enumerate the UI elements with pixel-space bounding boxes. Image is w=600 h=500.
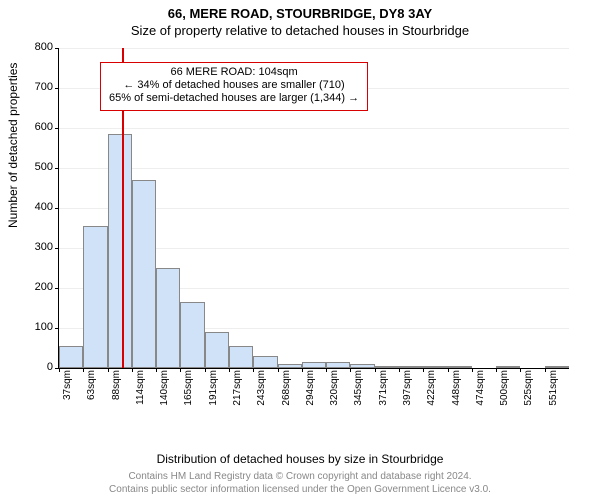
- x-axis-label: Distribution of detached houses by size …: [0, 452, 600, 466]
- histogram-bar: [132, 180, 156, 368]
- annotation-box: 66 MERE ROAD: 104sqm ← 34% of detached h…: [100, 62, 368, 111]
- x-tick-label: 191sqm: [208, 370, 219, 420]
- x-tick-mark: [350, 368, 351, 372]
- footer-line2: Contains public sector information licen…: [0, 484, 600, 497]
- x-tick-label: 500sqm: [499, 370, 510, 420]
- x-tick-label: 217sqm: [232, 370, 243, 420]
- histogram-bar: [545, 366, 569, 368]
- y-tick-label: 0: [13, 361, 53, 373]
- x-tick-label: 88sqm: [111, 370, 122, 420]
- annotation-line3: 65% of semi-detached houses are larger (…: [109, 92, 359, 105]
- y-tick-mark: [55, 288, 59, 289]
- y-tick-label: 300: [13, 241, 53, 253]
- x-tick-mark: [496, 368, 497, 372]
- footer: Contains HM Land Registry data © Crown c…: [0, 471, 600, 496]
- x-tick-label: 140sqm: [159, 370, 170, 420]
- x-tick-label: 448sqm: [451, 370, 462, 420]
- x-tick-label: 345sqm: [353, 370, 364, 420]
- histogram-bar: [108, 134, 132, 368]
- x-tick-mark: [180, 368, 181, 372]
- histogram-bar: [205, 332, 229, 368]
- titles: 66, MERE ROAD, STOURBRIDGE, DY8 3AY Size…: [0, 0, 600, 38]
- y-tick-mark: [55, 168, 59, 169]
- histogram-bar: [448, 366, 472, 368]
- address-title: 66, MERE ROAD, STOURBRIDGE, DY8 3AY: [0, 6, 600, 21]
- y-tick-mark: [55, 48, 59, 49]
- histogram-bar: [302, 362, 326, 368]
- histogram-bar: [375, 366, 399, 368]
- x-tick-mark: [375, 368, 376, 372]
- x-tick-mark: [229, 368, 230, 372]
- x-tick-label: 114sqm: [135, 370, 146, 420]
- x-tick-label: 551sqm: [548, 370, 559, 420]
- annotation-line2: ← 34% of detached houses are smaller (71…: [109, 79, 359, 92]
- x-tick-mark: [108, 368, 109, 372]
- y-tick-mark: [55, 248, 59, 249]
- x-tick-mark: [83, 368, 84, 372]
- y-tick-label: 400: [13, 201, 53, 213]
- y-tick-mark: [55, 128, 59, 129]
- histogram-bar: [253, 356, 277, 368]
- annotation-line1: 66 MERE ROAD: 104sqm: [109, 66, 359, 79]
- x-tick-mark: [59, 368, 60, 372]
- y-tick-mark: [55, 328, 59, 329]
- x-tick-mark: [253, 368, 254, 372]
- histogram-bar: [399, 366, 423, 368]
- y-tick-label: 600: [13, 121, 53, 133]
- y-tick-mark: [55, 88, 59, 89]
- gridline: [59, 168, 569, 169]
- histogram-bar: [423, 366, 447, 368]
- x-tick-mark: [399, 368, 400, 372]
- y-tick-mark: [55, 208, 59, 209]
- x-tick-label: 165sqm: [183, 370, 194, 420]
- histogram-bar: [59, 346, 83, 368]
- gridline: [59, 128, 569, 129]
- x-tick-mark: [448, 368, 449, 372]
- x-tick-label: 397sqm: [402, 370, 413, 420]
- x-tick-mark: [278, 368, 279, 372]
- x-tick-label: 371sqm: [378, 370, 389, 420]
- x-tick-mark: [326, 368, 327, 372]
- y-tick-label: 100: [13, 321, 53, 333]
- histogram-bar: [229, 346, 253, 368]
- x-tick-label: 37sqm: [62, 370, 73, 420]
- x-tick-mark: [205, 368, 206, 372]
- y-tick-label: 800: [13, 41, 53, 53]
- x-tick-mark: [423, 368, 424, 372]
- histogram-bar: [350, 364, 374, 368]
- histogram-bar: [496, 366, 520, 368]
- histogram-bar: [278, 364, 302, 368]
- chart-wrapper: 66, MERE ROAD, STOURBRIDGE, DY8 3AY Size…: [0, 0, 600, 500]
- x-tick-mark: [545, 368, 546, 372]
- histogram-bar: [83, 226, 107, 368]
- y-tick-label: 200: [13, 281, 53, 293]
- x-tick-label: 320sqm: [329, 370, 340, 420]
- x-tick-mark: [302, 368, 303, 372]
- x-tick-label: 63sqm: [86, 370, 97, 420]
- histogram-bar: [326, 362, 350, 368]
- histogram-bar: [180, 302, 204, 368]
- x-tick-mark: [132, 368, 133, 372]
- x-tick-label: 268sqm: [281, 370, 292, 420]
- y-tick-label: 700: [13, 81, 53, 93]
- chart-area: 010020030040050060070080037sqm63sqm88sqm…: [58, 48, 568, 408]
- x-tick-label: 294sqm: [305, 370, 316, 420]
- x-tick-mark: [472, 368, 473, 372]
- footer-line1: Contains HM Land Registry data © Crown c…: [0, 471, 600, 484]
- y-tick-label: 500: [13, 161, 53, 173]
- x-tick-mark: [520, 368, 521, 372]
- chart-subtitle: Size of property relative to detached ho…: [0, 23, 600, 38]
- x-tick-label: 525sqm: [523, 370, 534, 420]
- x-tick-mark: [156, 368, 157, 372]
- x-tick-label: 422sqm: [426, 370, 437, 420]
- gridline: [59, 48, 569, 49]
- histogram-bar: [156, 268, 180, 368]
- x-tick-label: 243sqm: [256, 370, 267, 420]
- x-tick-label: 474sqm: [475, 370, 486, 420]
